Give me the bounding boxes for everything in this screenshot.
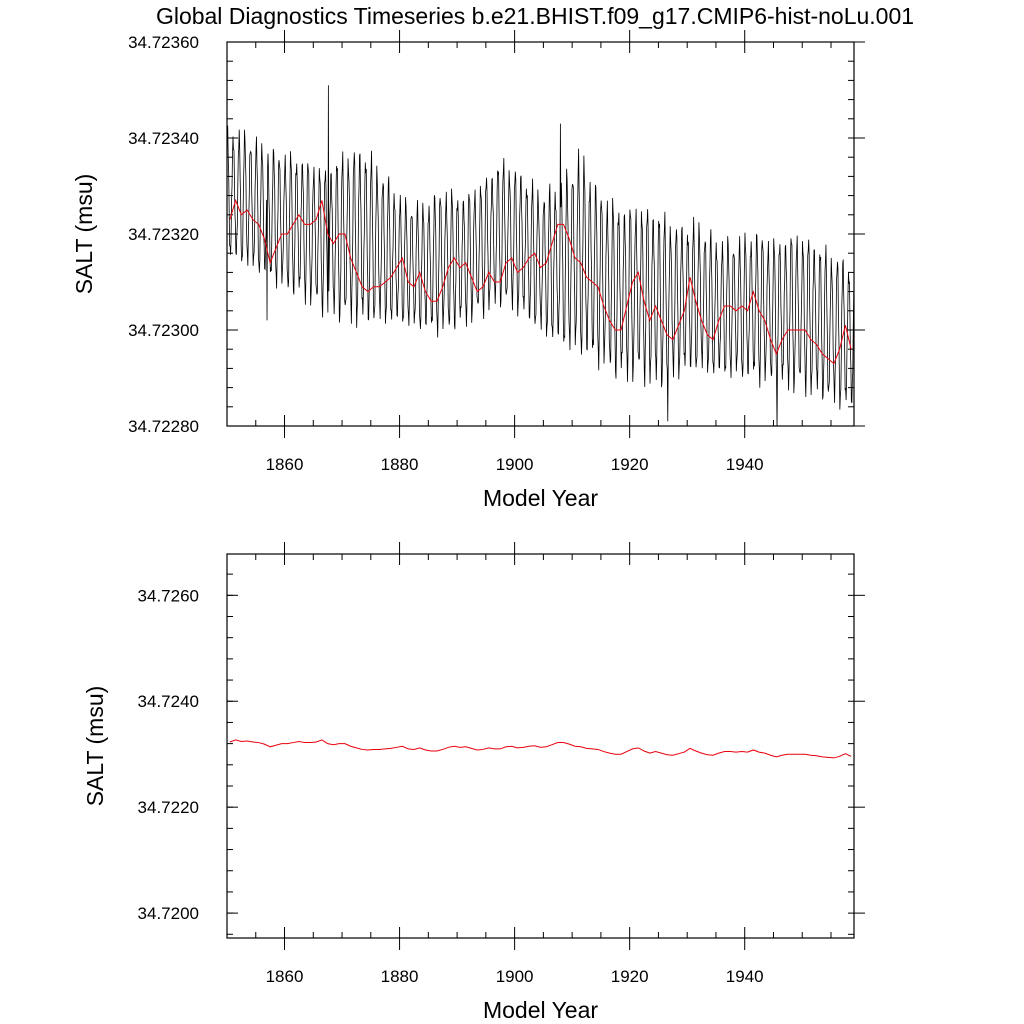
x-axis-label: Model Year	[483, 997, 598, 1023]
x-tick-label: 1920	[611, 455, 649, 474]
series-line-monthly	[227, 85, 854, 426]
x-tick-label: 1940	[726, 967, 764, 986]
y-tick-label: 34.72360	[128, 33, 199, 52]
x-tick-label: 1880	[381, 455, 419, 474]
bottom-panel: 1860 1880 1900 1920 1940 34.7200 34.7220 34.724…	[82, 542, 865, 1023]
x-tick-label: 1860	[266, 967, 304, 986]
plot-area	[229, 739, 852, 759]
series-line-annual	[229, 739, 852, 759]
y-tick-label: 34.7240	[138, 692, 199, 711]
y-tick-label: 34.72320	[128, 225, 199, 244]
x-tick-label: 1920	[611, 967, 649, 986]
y-tick-label: 34.72340	[128, 129, 199, 148]
x-tick-label: 1880	[381, 967, 419, 986]
x-tick-label: 1860	[266, 455, 304, 474]
y-axis-label: SALT (msu)	[82, 686, 108, 807]
y-tick-label: 34.72280	[128, 417, 199, 436]
x-tick-label: 1940	[726, 455, 764, 474]
series-line-annual	[229, 198, 852, 365]
top-panel: 1860 1880 1900 1920 1940 34.72280 34.72300 34.7…	[71, 30, 865, 511]
y-axis-label: SALT (msu)	[71, 174, 97, 295]
y-tick-label: 34.72300	[128, 321, 199, 340]
y-tick-label: 34.7260	[138, 586, 199, 605]
y-tick-label: 34.7200	[138, 904, 199, 923]
x-tick-label: 1900	[496, 967, 534, 986]
plot-area	[227, 85, 854, 426]
plot-frame	[226, 553, 855, 939]
x-axis-label: Model Year	[483, 485, 598, 511]
y-tick-label: 34.7220	[138, 798, 199, 817]
x-tick-label: 1900	[496, 455, 534, 474]
figure-title: Global Diagnostics Timeseries b.e21.BHIS…	[156, 3, 914, 29]
